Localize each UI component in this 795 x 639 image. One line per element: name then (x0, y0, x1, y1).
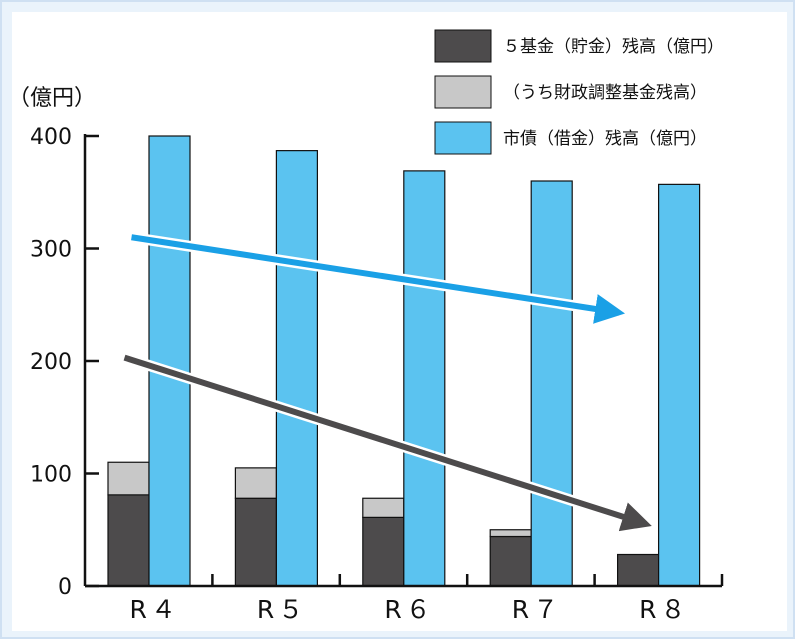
x-tick-label-R６: R６ (384, 595, 434, 624)
legend-swatch-fund (434, 29, 492, 63)
x-tick-label-R８: R８ (639, 595, 689, 624)
legend-label-debt: 市債（借金）残高（億円） (503, 129, 707, 149)
y-axis-unit-label: （億円） (8, 86, 96, 111)
bar-adjustment-fund-7 (489, 529, 532, 538)
bar-debt-4 (148, 135, 191, 587)
y-tick-label-0: 0 (58, 575, 72, 600)
legend-swatch-adjustment-fund (434, 75, 492, 109)
bar-group (107, 135, 701, 587)
bar-adjustment-fund-6 (362, 497, 405, 518)
legend-label-fund: ５基金（貯金）残高（億円） (503, 37, 724, 57)
y-axis-ticks: 0 100 200 300 400 (30, 125, 99, 600)
y-tick-label-300: 300 (30, 238, 72, 263)
trend-arrow-debt (131, 234, 626, 324)
bar-fund-5 (234, 497, 277, 587)
bar-debt-5 (275, 150, 318, 587)
x-tick-label-R７: R７ (512, 595, 562, 624)
y-tick-label-100: 100 (30, 463, 72, 488)
y-tick-label-200: 200 (30, 350, 72, 375)
bar-debt-7 (530, 180, 573, 587)
x-axis-ticks: R４ R５ R６ R７ R８ (130, 574, 724, 624)
bar-debt-8 (657, 183, 701, 587)
legend: ５基金（貯金）残高（億円） （うち財政調整基金残高） 市債（借金）残高（億円） (434, 29, 724, 155)
bar-debt-6 (403, 170, 446, 587)
x-tick-label-R５: R５ (257, 595, 307, 624)
legend-swatch-debt (434, 121, 492, 155)
bar-fund-4 (107, 494, 150, 587)
trend-arrow-fund (123, 354, 652, 532)
bar-fund-6 (362, 516, 405, 587)
bar-adjustment-fund-4 (107, 461, 150, 496)
bar-adjustment-fund-5 (234, 467, 277, 499)
x-tick-label-R４: R４ (130, 595, 180, 624)
bar-fund-8 (616, 553, 660, 587)
y-tick-label-400: 400 (30, 125, 72, 150)
bar-fund-7 (489, 535, 532, 587)
trend-arrows (119, 231, 652, 532)
legend-label-adjustment-fund: （うち財政調整基金残高） (503, 83, 707, 103)
